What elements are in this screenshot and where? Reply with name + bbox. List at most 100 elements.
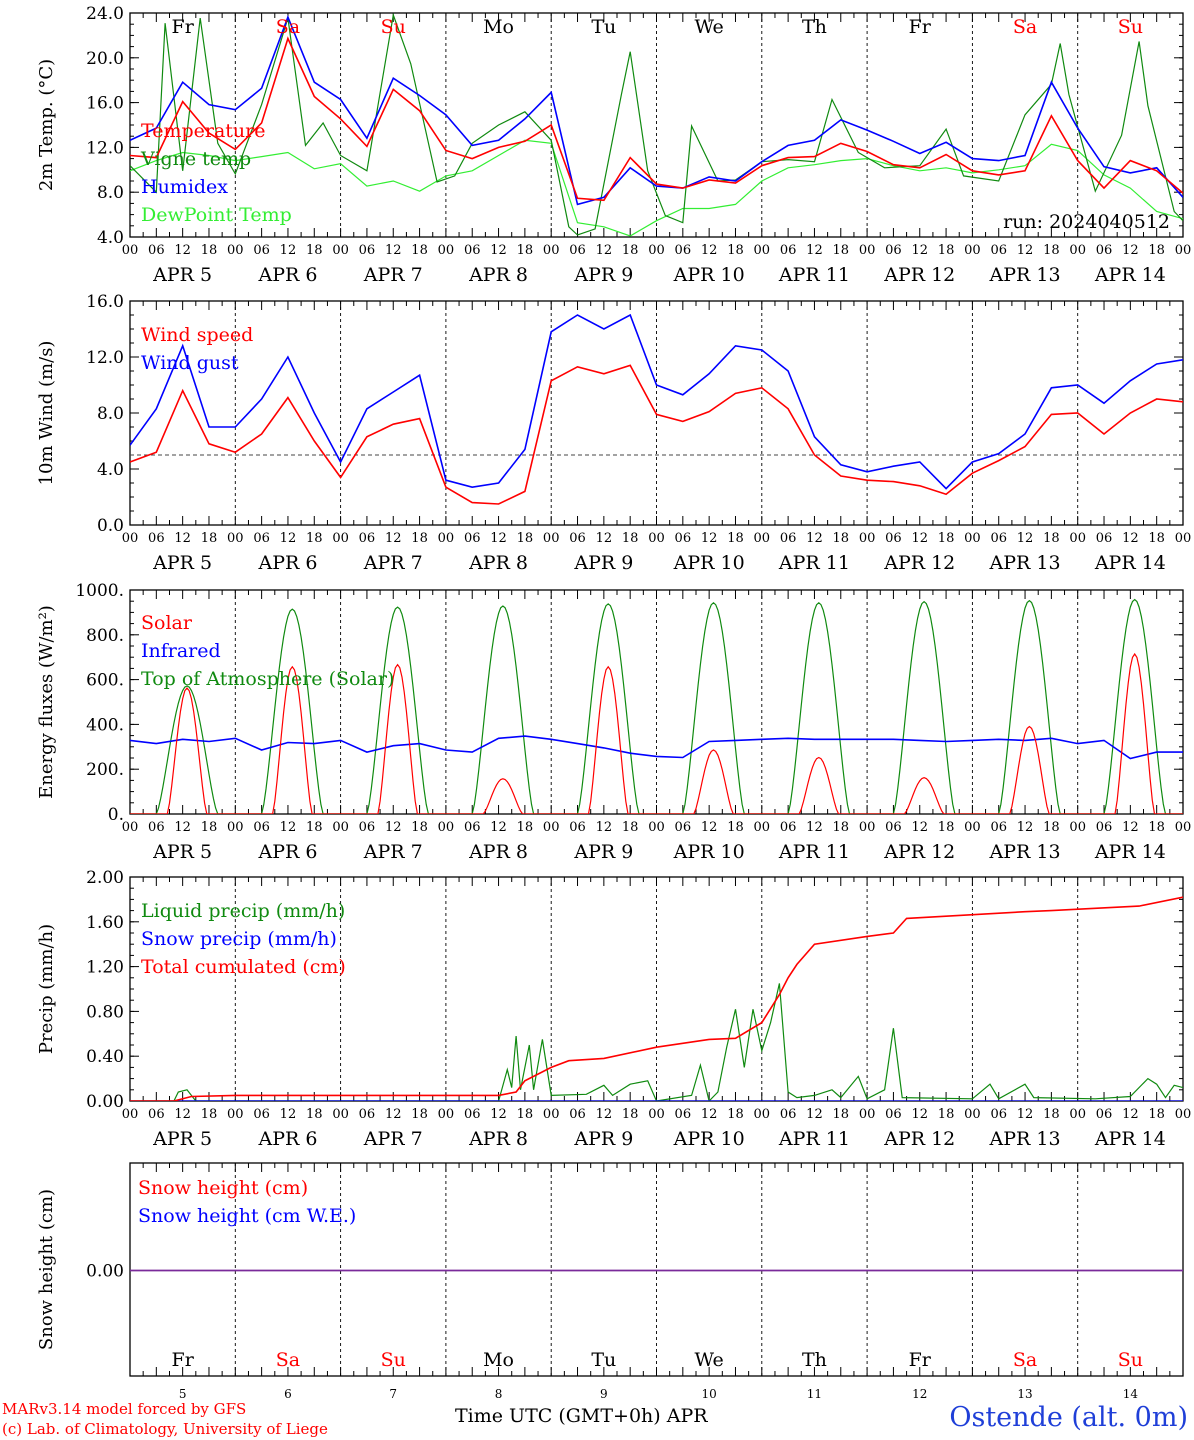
hour-tick-label: 12 bbox=[596, 243, 613, 258]
legend-entry: Solar bbox=[141, 612, 193, 634]
date-label: APR 12 bbox=[883, 841, 955, 863]
hour-tick-label: 18 bbox=[938, 243, 955, 258]
date-label: APR 7 bbox=[363, 264, 423, 286]
weekday-label: We bbox=[695, 1349, 724, 1371]
date-label: APR 11 bbox=[778, 841, 850, 863]
hour-tick-label: 12 bbox=[1017, 820, 1034, 835]
panel-4: 00 06 12 18 APR 5 00 06 12 18 APR 6 00 06 12 18 APR 7 0… bbox=[36, 868, 1191, 1150]
model-credit: MARv3.14 model forced by GFS bbox=[2, 1400, 247, 1418]
hour-tick-label: 06 bbox=[253, 243, 270, 258]
hour-tick-label: 06 bbox=[885, 531, 902, 546]
hour-tick-label: 06 bbox=[885, 820, 902, 835]
hour-tick-label: 18 bbox=[833, 820, 850, 835]
hour-tick-label: 06 bbox=[885, 243, 902, 258]
hour-tick-label: 06 bbox=[675, 531, 692, 546]
hour-tick-label: 12 bbox=[1017, 243, 1034, 258]
hour-tick-label: 06 bbox=[780, 243, 797, 258]
day-number-label: 12 bbox=[912, 1387, 927, 1401]
hour-tick-label: 06 bbox=[569, 531, 586, 546]
hour-tick-label: 00 bbox=[964, 243, 981, 258]
weekday-label: Fr bbox=[909, 16, 932, 38]
hour-tick-label: 00 bbox=[122, 531, 139, 546]
series-line-temperature bbox=[130, 36, 1183, 202]
hour-tick-label: 12 bbox=[174, 531, 191, 546]
weekday-label: Fr bbox=[909, 1349, 932, 1371]
hour-tick-label: 00 bbox=[543, 820, 560, 835]
legend-entry: Top of Atmosphere (Solar) bbox=[141, 668, 394, 690]
hour-tick-label: 18 bbox=[727, 820, 744, 835]
series-line-liquid-precip-mm-h bbox=[130, 983, 1183, 1101]
date-label: APR 14 bbox=[1094, 264, 1166, 286]
day-number-label: 14 bbox=[1123, 1387, 1139, 1401]
series-line-wind-speed bbox=[130, 364, 1183, 505]
day-number-label: 13 bbox=[1017, 1387, 1032, 1401]
hour-tick-label: 12 bbox=[280, 1107, 297, 1122]
panel-1: 00 06 12 18 APR 5 00 06 12 18 APR 6 00 06 12 18 APR 7 0… bbox=[36, 4, 1191, 286]
hour-tick-label: 12 bbox=[1017, 1107, 1034, 1122]
hour-tick-label: 12 bbox=[490, 1107, 507, 1122]
hour-tick-label: 12 bbox=[174, 820, 191, 835]
hour-tick-label: 18 bbox=[1043, 1107, 1060, 1122]
hour-tick-label: 06 bbox=[359, 531, 376, 546]
y-tick-label: 800. bbox=[86, 626, 124, 646]
hour-tick-label: 06 bbox=[359, 243, 376, 258]
hour-tick-label: 18 bbox=[411, 243, 428, 258]
date-label: APR 9 bbox=[573, 552, 633, 574]
hour-tick-label: 12 bbox=[280, 243, 297, 258]
hour-tick-label: 18 bbox=[727, 531, 744, 546]
y-axis-title: Precip (mm/h) bbox=[36, 924, 57, 1054]
y-tick-label: 0.40 bbox=[86, 1047, 124, 1067]
hour-tick-label: 18 bbox=[833, 243, 850, 258]
hour-tick-label: 12 bbox=[806, 820, 823, 835]
hour-tick-label: 06 bbox=[253, 1107, 270, 1122]
hour-tick-label: 18 bbox=[517, 1107, 534, 1122]
hour-tick-label: 18 bbox=[517, 531, 534, 546]
hour-tick-label: 18 bbox=[306, 820, 323, 835]
hour-tick-label: 06 bbox=[359, 820, 376, 835]
hour-tick-label: 06 bbox=[1096, 1107, 1113, 1122]
hour-tick-label: 06 bbox=[464, 243, 481, 258]
hour-tick-label: 00 bbox=[122, 820, 139, 835]
date-label: APR 13 bbox=[989, 841, 1061, 863]
hour-tick-label: 12 bbox=[490, 820, 507, 835]
y-tick-label: 16.0 bbox=[86, 292, 124, 312]
date-label: APR 14 bbox=[1094, 552, 1166, 574]
weekday-label: Th bbox=[802, 16, 827, 38]
hour-tick-label: 12 bbox=[280, 531, 297, 546]
run-label: run: 2024040512 bbox=[1003, 211, 1170, 233]
hour-tick-label: 18 bbox=[1148, 820, 1165, 835]
series-line-humidex bbox=[130, 14, 1183, 206]
hour-tick-label: 18 bbox=[517, 820, 534, 835]
date-label: APR 10 bbox=[673, 264, 745, 286]
weekday-label: We bbox=[695, 16, 724, 38]
hour-tick-label: 12 bbox=[701, 1107, 718, 1122]
hour-tick-label: 00 bbox=[332, 820, 349, 835]
hour-tick-label: 18 bbox=[306, 243, 323, 258]
date-label: APR 10 bbox=[673, 552, 745, 574]
y-tick-label: 4.0 bbox=[97, 460, 124, 480]
date-label: APR 5 bbox=[152, 552, 212, 574]
hour-tick-label: 00 bbox=[543, 1107, 560, 1122]
hour-tick-label: 12 bbox=[280, 820, 297, 835]
legend-entry: Snow precip (mm/h) bbox=[141, 928, 337, 950]
hour-tick-label: 18 bbox=[938, 820, 955, 835]
date-label: APR 12 bbox=[883, 1128, 955, 1150]
y-axis-title: Energy fluxes (W/m²) bbox=[36, 605, 57, 799]
legend-entry: Liquid precip (mm/h) bbox=[141, 900, 345, 922]
hour-tick-label: 00 bbox=[1175, 531, 1192, 546]
hour-tick-label: 18 bbox=[622, 531, 639, 546]
hour-tick-label: 12 bbox=[701, 243, 718, 258]
date-label: APR 5 bbox=[152, 264, 212, 286]
hour-tick-label: 06 bbox=[1096, 531, 1113, 546]
y-tick-label: 0. bbox=[108, 805, 124, 825]
hour-tick-label: 00 bbox=[438, 243, 455, 258]
hour-tick-label: 12 bbox=[911, 531, 928, 546]
hour-tick-label: 12 bbox=[701, 531, 718, 546]
hour-tick-label: 18 bbox=[201, 820, 218, 835]
y-tick-label: 0.80 bbox=[86, 1002, 124, 1022]
hour-tick-label: 00 bbox=[648, 820, 665, 835]
date-label: APR 6 bbox=[257, 552, 317, 574]
series-line-top-of-atmosphere-solar bbox=[130, 598, 1183, 814]
hour-tick-label: 18 bbox=[201, 243, 218, 258]
hour-tick-label: 00 bbox=[438, 531, 455, 546]
